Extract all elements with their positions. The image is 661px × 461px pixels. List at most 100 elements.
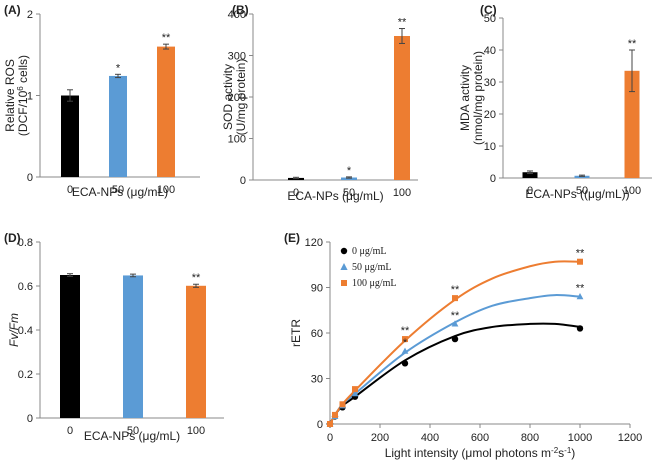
y-tick-label: 0	[27, 413, 33, 425]
x-tick-label: 200	[371, 432, 389, 444]
y-axis-label-line2: (DCF/106 cells)	[16, 55, 31, 136]
significance-mark: *	[347, 165, 352, 177]
y-tick-label: 0.4	[18, 325, 33, 337]
legend-item: 50 μg/mL	[340, 262, 392, 273]
x-axis-label: ECA-NPs ((μg/mL))	[525, 187, 629, 201]
significance-mark: **	[451, 284, 460, 296]
significance-mark: **	[192, 272, 201, 284]
y-tick-label: 40	[484, 45, 496, 57]
legend-marker-circle	[340, 247, 348, 255]
y-tick-label: 20	[484, 109, 496, 121]
x-tick-label: 1000	[568, 432, 592, 444]
x-axis-label: Light intensity (μmol photons m-2s-1)	[385, 446, 576, 461]
panel-label: (B)	[232, 3, 249, 17]
x-tick-label: 50	[343, 187, 355, 199]
legend-marker-square	[341, 280, 347, 286]
x-tick-label: 800	[521, 432, 539, 444]
y-axis-label-line1: SOD activity	[221, 64, 235, 130]
y-tick-label: 30	[311, 374, 323, 386]
significance-mark: **	[576, 283, 585, 295]
data-point-series-1	[401, 347, 409, 354]
x-tick-label: 100	[623, 185, 641, 197]
y-tick-label: 0	[240, 175, 246, 187]
bar-50	[109, 75, 127, 177]
significance-mark: **	[576, 248, 585, 260]
legend-item: 0 μg/mL	[340, 246, 387, 257]
bar-100	[157, 46, 175, 177]
data-point-series-1	[576, 293, 584, 300]
bar-50	[341, 177, 357, 180]
significance-mark: **	[398, 17, 407, 29]
y-tick-label: 1	[27, 91, 33, 103]
y-tick-label: 10	[484, 141, 496, 153]
y-tick-label: 200	[228, 92, 246, 104]
significance-mark: *	[403, 337, 408, 349]
fit-line-series-2	[329, 260, 581, 425]
panel-b: (B) 0 100 200 300 400 0 * 50 ** 100 ECA-NPs (μg/mL)…	[221, 3, 418, 203]
y-tick-label: 0	[27, 172, 33, 184]
x-tick-label: 600	[471, 432, 489, 444]
significance-mark: **	[162, 32, 171, 44]
bar-0	[522, 172, 538, 178]
legend: 0 μg/mL 50 μg/mL 100 μg/mL	[340, 246, 397, 289]
data-point-series-0	[451, 335, 459, 343]
y-tick-label: 60	[311, 328, 323, 340]
x-tick-label: 1200	[618, 432, 642, 444]
y-tick-label: 50	[484, 13, 496, 25]
significance-mark: *	[116, 62, 121, 74]
panel-d: (D) 0 0.2 0.4 0.6 0.8 0 50 ** 100 ECA-NPs (μg/mL) F…	[4, 231, 224, 443]
bar-0	[60, 275, 80, 418]
bar-100	[624, 70, 640, 178]
significance-mark: **	[628, 38, 637, 50]
y-tick-label: 30	[484, 77, 496, 89]
y-axis-label-line1: Relative ROS	[3, 59, 17, 132]
legend-item: 100 μg/mL	[341, 278, 397, 289]
x-tick-label: 50	[576, 185, 588, 197]
x-tick-label: 100	[393, 187, 411, 199]
y-tick-label: 120	[305, 237, 323, 249]
x-tick-label: 400	[421, 432, 439, 444]
data-point-series-2	[332, 411, 338, 418]
data-point-series-1	[451, 320, 459, 327]
x-axis-label: ECA-NPs (μg/mL)	[84, 429, 180, 443]
data-point-series-2	[327, 421, 333, 427]
legend-label: 100 μg/mL	[352, 278, 397, 289]
data-point-series-2	[339, 401, 346, 408]
data-point-series-2	[352, 386, 358, 393]
y-tick-label: 400	[228, 9, 246, 21]
panel-label: (D)	[4, 231, 21, 245]
y-axis-label-line2: (nmol/mg protein)	[471, 51, 485, 145]
y-axis-label: rETR	[289, 319, 303, 347]
x-tick-label: 0	[67, 425, 73, 437]
legend-marker-triangle	[340, 263, 348, 270]
bar-50	[123, 275, 143, 418]
x-tick-label: 0	[67, 184, 73, 196]
bar-0	[61, 95, 79, 177]
x-axis-label: ECA-NPs (μg/mL)	[287, 189, 383, 203]
data-point-series-1	[351, 390, 359, 397]
y-tick-label: 0	[317, 419, 323, 431]
data-point-series-2	[402, 336, 408, 343]
x-axis-label: ECA-NPs (μg/mL)	[72, 185, 168, 199]
bar-100	[186, 285, 206, 418]
x-tick-label: 0	[527, 185, 533, 197]
y-tick-label: 0.6	[18, 281, 33, 293]
y-tick-label: 300	[228, 51, 246, 63]
bar-100	[394, 35, 410, 181]
y-axis-label: Fv/Fm	[7, 313, 21, 347]
y-tick-label: 90	[311, 283, 323, 295]
legend-label: 0 μg/mL	[352, 246, 387, 257]
significance-mark: **	[401, 325, 410, 337]
x-tick-label: 100	[187, 425, 205, 437]
data-point-series-2	[577, 258, 583, 265]
y-tick-label: 100	[228, 134, 246, 146]
data-point-series-0	[401, 360, 409, 367]
x-tick-label: 100	[157, 184, 175, 196]
y-tick-label: 0.2	[18, 369, 33, 381]
y-tick-label: 0.8	[18, 237, 33, 249]
panel-label: (E)	[284, 231, 300, 245]
